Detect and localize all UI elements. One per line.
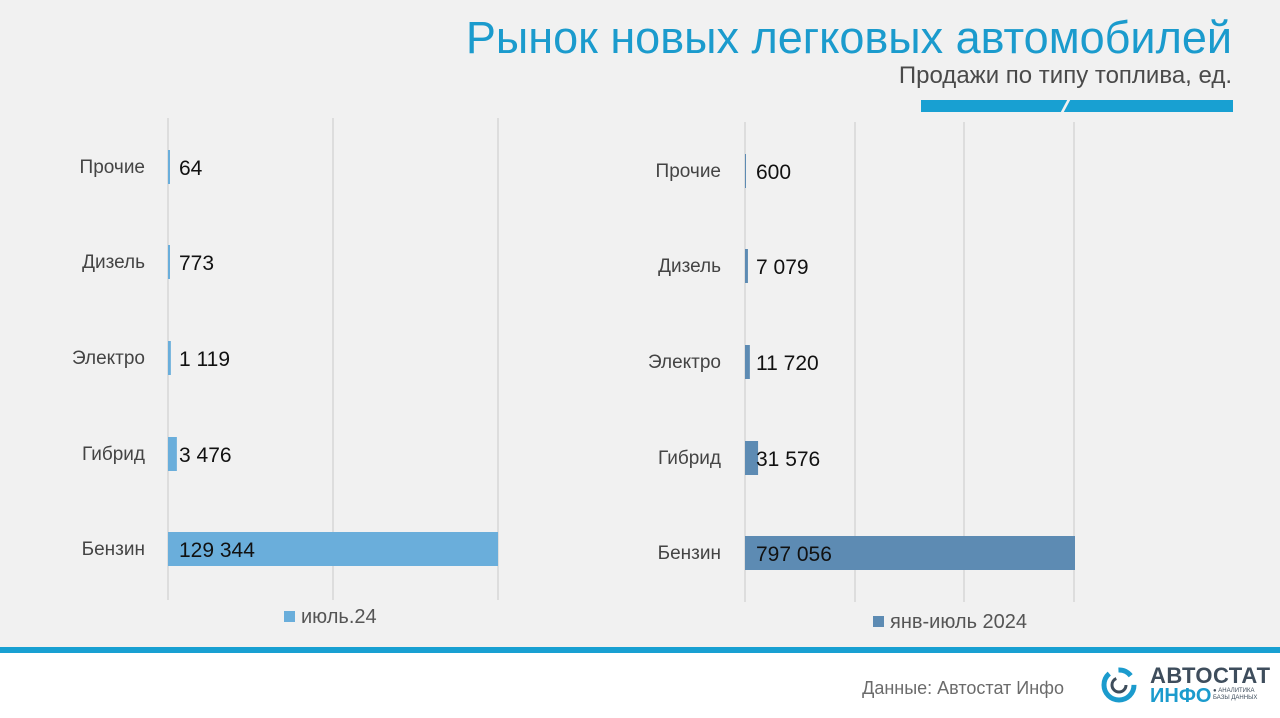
- logo-ring-icon: [1101, 667, 1137, 703]
- data-label: 31 576: [756, 448, 820, 471]
- category-label: Гибрид: [658, 448, 721, 469]
- category-label: Прочие: [656, 161, 721, 182]
- footer-accent-line: [0, 647, 1280, 653]
- category-label: Бензин: [82, 539, 145, 560]
- bar: [745, 536, 1075, 570]
- data-label: 797 056: [756, 543, 832, 566]
- category-label: Бензин: [658, 543, 721, 564]
- logo-wordmark: АВТОСТАТ: [1150, 663, 1271, 689]
- bar: [745, 249, 748, 283]
- data-label: 3 476: [179, 444, 232, 467]
- page-title: Рынок новых легковых автомобилей: [465, 12, 1232, 63]
- logo-word-avto: АВТО: [1150, 663, 1213, 688]
- bar: [168, 245, 170, 279]
- legend-label: июль.24: [301, 606, 377, 628]
- data-label: 7 079: [756, 256, 809, 279]
- title-accent-bar: [921, 100, 1233, 112]
- bar: [168, 150, 170, 184]
- legend-label: янв-июль 2024: [890, 611, 1027, 633]
- bar: [745, 345, 750, 379]
- category-label: Прочие: [80, 157, 145, 178]
- data-label: 773: [179, 252, 214, 275]
- data-label: 129 344: [179, 539, 255, 562]
- avtostat-logo: АВТОСТАТ ИНФО ● АНАЛИТИКА БАЗЫ ДАННЫХ: [1100, 663, 1270, 709]
- legend-swatch: [873, 616, 884, 627]
- data-label: 11 720: [756, 352, 819, 375]
- footer: [0, 653, 1280, 718]
- bar: [168, 532, 498, 566]
- logo-tagline-1: ● АНАЛИТИКА: [1213, 688, 1255, 694]
- category-label: Дизель: [658, 256, 721, 277]
- logo-word-info: ИНФО: [1150, 685, 1212, 707]
- bar: [168, 341, 171, 375]
- data-label: 600: [756, 161, 791, 184]
- source-note: Данные: Автостат Инфо: [862, 678, 1064, 698]
- category-label: Электро: [648, 352, 721, 373]
- category-label: Дизель: [82, 252, 145, 273]
- bar: [745, 154, 746, 188]
- logo-word-stat: СТАТ: [1212, 663, 1271, 688]
- bar: [168, 437, 177, 471]
- logo-tagline: ● АНАЛИТИКА БАЗЫ ДАННЫХ: [1213, 688, 1268, 702]
- category-label: Гибрид: [82, 444, 145, 465]
- category-label: Электро: [72, 348, 145, 369]
- data-label: 1 119: [179, 348, 230, 371]
- data-label: 64: [179, 157, 203, 180]
- logo-tagline-2: БАЗЫ ДАННЫХ: [1213, 695, 1258, 701]
- legend-swatch: [284, 611, 295, 622]
- page-subtitle: Продажи по типу топлива, ед.: [898, 62, 1232, 89]
- bar: [745, 441, 759, 475]
